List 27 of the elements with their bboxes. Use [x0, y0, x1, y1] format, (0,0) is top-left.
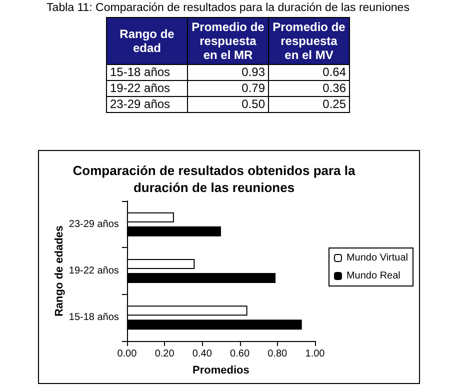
text: 23-29 años — [106, 96, 188, 112]
legend-label: Mundo Real — [346, 270, 400, 282]
y-axis-title: Rango de edades — [53, 225, 66, 317]
y-tick-label: 23-29 años — [68, 218, 119, 230]
text: Tabla 11: Comparación de resultados para la duración de las reuniones — [46, 2, 410, 14]
text: 0.64 — [268, 64, 350, 80]
text: 0.50 — [188, 96, 268, 112]
x-tick-label: 0.60 — [230, 348, 250, 360]
text: 0.93 — [188, 64, 268, 80]
text: Promedio de respuesta en el MV — [268, 18, 350, 64]
text: 15-18 años — [106, 64, 188, 80]
x-tick-label: 0.20 — [154, 348, 175, 360]
x-axis-title: Promedios — [192, 364, 250, 376]
text: 19-22 años — [106, 80, 188, 96]
x-tick-label: 1.00 — [305, 348, 326, 360]
x-tick-label: 0.80 — [268, 348, 288, 360]
y-tick-label: 19-22 años — [68, 266, 119, 276]
x-tick-label: 0.40 — [192, 348, 212, 360]
text: Promedio de respuesta en el MR — [188, 18, 268, 64]
text: 0.79 — [188, 80, 268, 96]
legend-label: Mundo Virtual — [346, 252, 408, 264]
y-tick-label: 15-18 años — [68, 312, 119, 324]
x-tick-label: 0.00 — [117, 348, 138, 360]
text: 0.25 — [268, 96, 350, 112]
text: Rango de edad — [106, 18, 188, 64]
chart-title: Comparación de resultados obtenidos para la duración de las reuniones — [72, 163, 356, 195]
text: 0.36 — [268, 80, 350, 96]
